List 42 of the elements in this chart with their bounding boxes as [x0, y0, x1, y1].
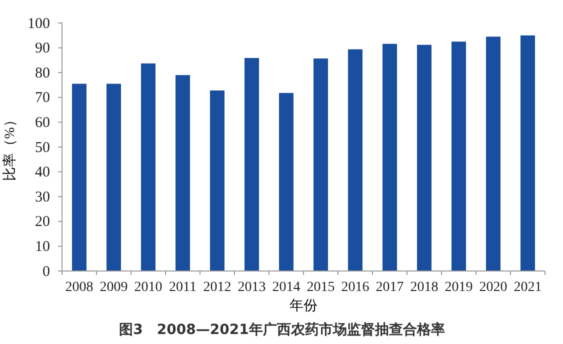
- bar: [452, 42, 466, 271]
- y-tick-label: 30: [35, 189, 50, 206]
- bar: [382, 44, 397, 271]
- y-tick-label: 100: [28, 16, 50, 32]
- bar: [279, 92, 294, 271]
- bar: [210, 90, 224, 271]
- x-tick-label: 2015: [306, 280, 335, 295]
- x-tick-label: 2014: [272, 280, 300, 295]
- bar: [244, 58, 259, 271]
- bar: [141, 63, 156, 271]
- bar: [417, 44, 432, 271]
- y-tick-label: 0: [42, 264, 50, 280]
- x-tick-label: 2021: [514, 280, 542, 295]
- y-tick-label: 50: [35, 140, 50, 156]
- bar: [314, 58, 328, 271]
- bar: [176, 75, 190, 271]
- x-tick-label: 2013: [238, 280, 266, 295]
- x-axis-title: 年份: [290, 298, 318, 314]
- bar: [106, 84, 121, 271]
- text: 图3 2008—2021年广西农药市场监督抽查合格率: [119, 321, 445, 338]
- y-tick-label: 60: [35, 115, 50, 131]
- y-tick-label: 70: [35, 90, 50, 106]
- y-tick-label: 10: [35, 239, 50, 255]
- x-tick-label: 2016: [341, 280, 370, 295]
- x-tick-label: 2011: [169, 280, 196, 295]
- x-tick-label: 2019: [444, 280, 473, 295]
- bar: [520, 35, 535, 271]
- y-axis-title: 比率（%）: [2, 113, 18, 181]
- x-tick-label: 2009: [100, 280, 128, 295]
- y-tick-label: 40: [35, 164, 50, 181]
- x-tick-label: 2020: [479, 280, 508, 295]
- y-tick-label: 80: [35, 65, 50, 82]
- x-tick-label: 2008: [65, 280, 94, 295]
- x-tick-label: 2010: [134, 280, 162, 295]
- y-tick-label: 20: [35, 214, 50, 230]
- y-tick-label: 90: [35, 40, 50, 57]
- x-tick-label: 2017: [376, 280, 404, 295]
- x-tick-label: 2018: [410, 280, 438, 295]
- bar: [486, 36, 500, 271]
- x-tick-label: 2012: [203, 280, 232, 295]
- bar: [72, 84, 86, 271]
- bar: [348, 49, 362, 271]
